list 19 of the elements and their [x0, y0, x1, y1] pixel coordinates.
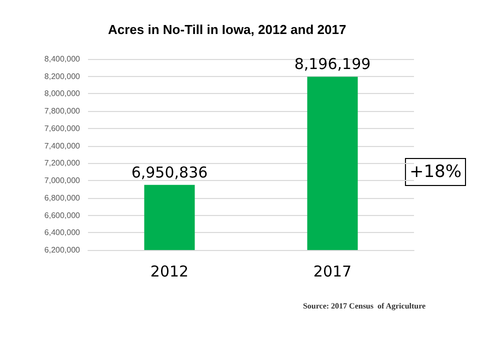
y-tick-label: 7,400,000: [44, 141, 81, 150]
data-label: 6,950,836: [131, 163, 208, 182]
data-label: 8,196,199: [294, 55, 371, 74]
y-tick-label: 7,600,000: [44, 124, 81, 133]
source-note: Source: 2017 Census of Agriculture: [302, 302, 426, 310]
y-tick-label: 8,200,000: [44, 72, 81, 81]
y-tick-label: 8,400,000: [44, 54, 81, 64]
y-tick-label: 7,200,000: [44, 158, 81, 168]
chart-title: Acres in No-Till in Iowa, 2012 and 2017: [108, 22, 346, 37]
x-tick-label: 2017: [313, 262, 352, 280]
y-tick-label: 7,800,000: [44, 106, 81, 116]
annotation: +18%: [409, 162, 462, 182]
y-tick-label: 6,200,000: [44, 246, 81, 254]
x-tick-label: 2012: [150, 262, 189, 280]
y-tick-label: 8,000,000: [44, 89, 81, 98]
y-tick-label: 6,800,000: [44, 193, 81, 202]
y-tick-label: 7,000,000: [44, 176, 81, 186]
y-tick-label: 6,600,000: [44, 210, 81, 220]
y-tick-label: 6,400,000: [44, 228, 81, 238]
